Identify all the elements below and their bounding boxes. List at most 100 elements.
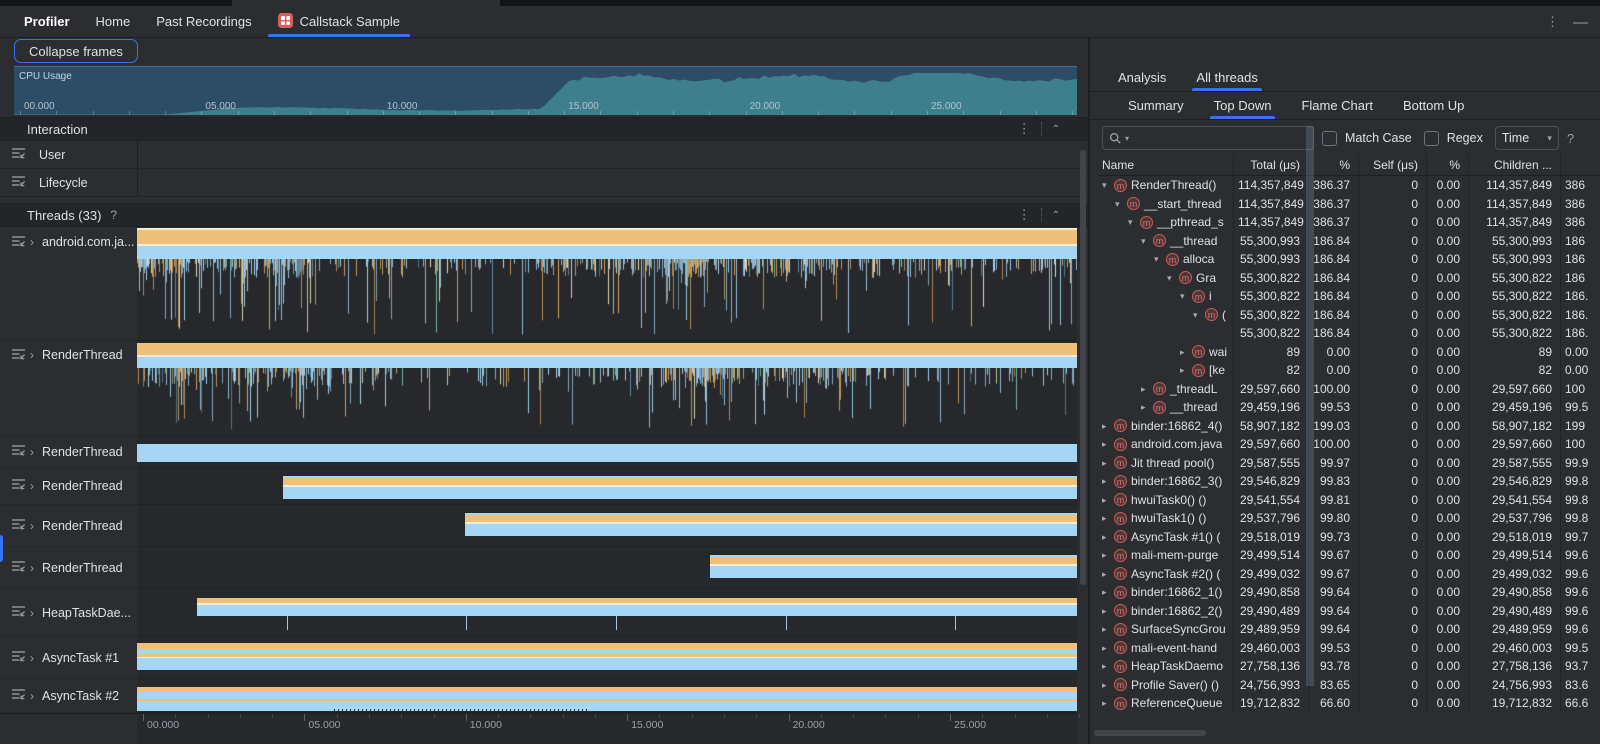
table-row[interactable]: ▸mmali-mem-purge29,499,51499.6700.0029,4… xyxy=(1098,546,1600,565)
thread-row-renderthread[interactable]: ›RenderThread xyxy=(0,468,137,505)
tree-chevron-icon[interactable]: ▸ xyxy=(1102,583,1114,602)
table-row[interactable]: ▸mwai890.0000.00890.00 xyxy=(1098,343,1600,362)
table-row[interactable]: ▸mHeapTaskDaemo27,758,13693.7800.0027,75… xyxy=(1098,657,1600,676)
table-row[interactable]: ▸mSurfaceSyncGrou29,489,95999.6400.0029,… xyxy=(1098,620,1600,639)
tree-chevron-icon[interactable]: ▸ xyxy=(1102,676,1114,695)
thread-row-heaptaskdae[interactable]: ›HeapTaskDae... xyxy=(0,589,137,637)
tree-chevron-icon[interactable]: ▾ xyxy=(1154,250,1166,269)
track-options-icon[interactable] xyxy=(11,688,26,704)
tree-chevron-icon[interactable]: ▸ xyxy=(1102,472,1114,491)
thread-expand-chevron-icon[interactable]: › xyxy=(30,561,39,575)
interaction-row-user[interactable]: User xyxy=(0,141,1088,169)
tree-chevron-icon[interactable]: ▸ xyxy=(1102,509,1114,528)
regex-checkbox[interactable] xyxy=(1424,131,1439,146)
column-header-total-s[interactable]: Total (μs) xyxy=(1233,154,1308,175)
thread-expand-chevron-icon[interactable]: › xyxy=(30,479,39,493)
track-options-icon[interactable] xyxy=(11,478,26,494)
tree-chevron-icon[interactable]: ▸ xyxy=(1102,435,1114,454)
tree-chevron-icon[interactable]: ▸ xyxy=(1102,454,1114,473)
thread-track-renderthread[interactable] xyxy=(137,505,1077,547)
table-row[interactable]: ▸mbinder:16862_3()29,546,82999.8300.0029… xyxy=(1098,472,1600,491)
thread-expand-chevron-icon[interactable]: › xyxy=(30,519,39,533)
table-row[interactable]: ▸m[ke820.0000.00820.00 xyxy=(1098,361,1600,380)
thread-expand-chevron-icon[interactable]: › xyxy=(30,689,39,703)
tree-chevron-icon[interactable]: ▸ xyxy=(1102,417,1114,436)
table-row[interactable]: ▾malloca55,300,993186.8400.0055,300,9931… xyxy=(1098,250,1600,269)
tab-analysis[interactable]: Analysis xyxy=(1114,64,1170,91)
track-options-icon[interactable] xyxy=(11,147,26,163)
tab-past-recordings[interactable]: Past Recordings xyxy=(150,6,257,37)
tree-chevron-icon[interactable]: ▸ xyxy=(1102,491,1114,510)
tree-chevron-icon[interactable]: ▾ xyxy=(1115,195,1127,214)
subtab-flame-chart[interactable]: Flame Chart xyxy=(1297,92,1377,119)
thread-row-renderthread[interactable]: ›RenderThread xyxy=(0,437,137,468)
tree-chevron-icon[interactable]: ▸ xyxy=(1102,694,1114,713)
tree-chevron-icon[interactable]: ▸ xyxy=(1102,602,1114,621)
collapse-frames-button[interactable]: Collapse frames xyxy=(14,39,138,63)
tree-chevron-icon[interactable]: ▸ xyxy=(1102,565,1114,584)
column-header-[interactable]: % xyxy=(1426,154,1468,175)
track-options-icon[interactable] xyxy=(11,235,26,251)
tab-home[interactable]: Home xyxy=(90,6,137,37)
tree-chevron-icon[interactable]: ▸ xyxy=(1180,343,1192,362)
table-row[interactable]: 55,300,822186.8400.0055,300,822186. xyxy=(1098,324,1600,343)
table-row[interactable]: ▸mbinder:16862_2()29,490,48999.6400.0029… xyxy=(1098,602,1600,621)
tab-all-threads[interactable]: All threads xyxy=(1192,64,1261,91)
table-row[interactable]: ▸mJit thread pool()29,587,55599.9700.002… xyxy=(1098,454,1600,473)
table-row[interactable]: ▸mmali-event-hand29,460,00399.5300.0029,… xyxy=(1098,639,1600,658)
tree-chevron-icon[interactable]: ▸ xyxy=(1102,620,1114,639)
thread-expand-chevron-icon[interactable]: › xyxy=(30,445,39,459)
thread-track-renderthread[interactable] xyxy=(137,437,1077,468)
table-row[interactable]: ▸mReferenceQueue19,712,83266.6000.0019,7… xyxy=(1098,694,1600,713)
table-row[interactable]: ▸mAsyncTask #1() (29,518,01999.7300.0029… xyxy=(1098,528,1600,547)
match-case-checkbox[interactable] xyxy=(1322,131,1337,146)
thread-expand-chevron-icon[interactable]: › xyxy=(30,651,39,665)
thread-row-renderthread[interactable]: ›RenderThread xyxy=(0,547,137,589)
table-row[interactable]: ▸mhwuiTask1() ()29,537,79699.8000.0029,5… xyxy=(1098,509,1600,528)
column-header-name[interactable]: Name xyxy=(1098,154,1233,175)
table-row[interactable]: ▾mRenderThread()114,357,849386.3700.0011… xyxy=(1098,176,1600,195)
filter-type-dropdown[interactable]: Time ▾ xyxy=(1495,126,1559,150)
menu-kebab-icon[interactable]: ⋮ xyxy=(1546,14,1559,30)
table-row[interactable]: ▾mGra55,300,822186.8400.0055,300,822186 xyxy=(1098,269,1600,288)
threads-scrollbar[interactable] xyxy=(1080,150,1086,585)
search-box[interactable]: ▾ xyxy=(1102,126,1314,150)
tree-chevron-icon[interactable]: ▾ xyxy=(1193,306,1205,325)
thread-row-renderthread[interactable]: ›RenderThread xyxy=(0,505,137,547)
cpu-usage-chart[interactable]: CPU Usage 00.00005.00010.00015.00020.000… xyxy=(14,66,1077,115)
table-row[interactable]: ▸m__thread29,459,19699.5300.0029,459,196… xyxy=(1098,398,1600,417)
table-row[interactable]: ▸mAsyncTask #2() (29,499,03299.6700.0029… xyxy=(1098,565,1600,584)
table-row[interactable]: ▸m_threadL29,597,660100.0000.0029,597,66… xyxy=(1098,380,1600,399)
column-header-self-s[interactable]: Self (μs) xyxy=(1358,154,1426,175)
tree-chevron-icon[interactable]: ▸ xyxy=(1141,398,1153,417)
thread-track-renderthread[interactable] xyxy=(137,341,1077,437)
tree-chevron-icon[interactable]: ▾ xyxy=(1128,213,1140,232)
table-row[interactable]: ▸mbinder:16862_1()29,490,85899.6400.0029… xyxy=(1098,583,1600,602)
thread-row-renderthread[interactable]: ›RenderThread xyxy=(0,341,137,437)
thread-row-asynctask-1[interactable]: ›AsyncTask #1 xyxy=(0,637,137,679)
thread-track-asynctask-2[interactable] xyxy=(137,679,1077,713)
tree-chevron-icon[interactable]: ▸ xyxy=(1102,639,1114,658)
search-help-icon[interactable]: ? xyxy=(1567,131,1574,146)
thread-track-heaptaskdae[interactable] xyxy=(137,589,1077,637)
tree-chevron-icon[interactable]: ▸ xyxy=(1102,528,1114,547)
threads-menu-icon[interactable]: ⋮ xyxy=(1018,207,1031,223)
thread-row-asynctask-2[interactable]: ›AsyncTask #2 xyxy=(0,679,137,713)
track-options-icon[interactable] xyxy=(11,348,26,364)
track-options-icon[interactable] xyxy=(11,518,26,534)
tree-chevron-icon[interactable]: ▾ xyxy=(1180,287,1192,306)
table-row[interactable]: ▸mhwuiTask0() ()29,541,55499.8100.0029,5… xyxy=(1098,491,1600,510)
thread-track-asynctask-1[interactable] xyxy=(137,637,1077,679)
track-options-icon[interactable] xyxy=(11,444,26,460)
threads-help-icon[interactable]: ? xyxy=(110,208,117,222)
subtab-summary[interactable]: Summary xyxy=(1124,92,1188,119)
thread-expand-chevron-icon[interactable]: › xyxy=(30,348,39,362)
thread-track-android-com-ja[interactable] xyxy=(137,228,1077,341)
column-header-children[interactable]: Children ... xyxy=(1468,154,1560,175)
table-row[interactable]: ▾m__pthread_s114,357,849386.3700.00114,3… xyxy=(1098,213,1600,232)
table-row[interactable]: ▾m__start_thread114,357,849386.3700.0011… xyxy=(1098,195,1600,214)
interaction-row-lifecycle[interactable]: Lifecycle xyxy=(0,169,1088,197)
track-options-icon[interactable] xyxy=(11,650,26,666)
table-row[interactable]: ▾mi55,300,822186.8400.0055,300,822186. xyxy=(1098,287,1600,306)
column-header-clipped[interactable] xyxy=(1560,154,1600,175)
